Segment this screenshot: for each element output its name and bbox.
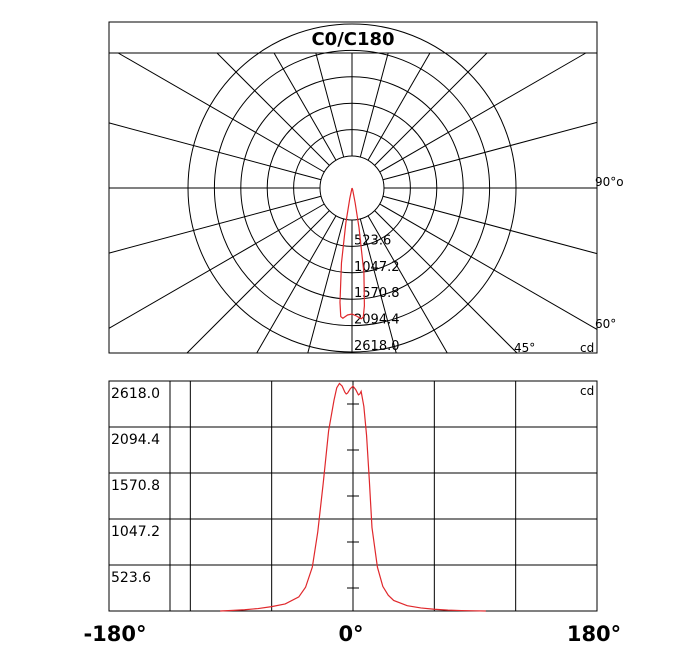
linear-y-tick-label: 1047.2 [111,524,160,540]
polar-intensity-circle [187,23,517,353]
polar-angle-label-90: 90°o [595,175,624,189]
polar-chart-title: C0/C180 [311,29,394,50]
polar-angle-label-60: 60° [595,317,616,331]
polar-intensity-circles [187,23,517,353]
polar-intensity-tick-label: 1047.2 [354,260,400,275]
polar-spoke [186,210,330,354]
linear-y-tick-label: 2094.4 [111,432,160,448]
linear-y-tick-labels: 523.6 1047.2 1570.8 2094.4 2618.0 [111,386,160,586]
linear-center-axis [347,381,359,611]
linear-intensity-curves [220,382,486,612]
polar-intensity-circle [213,49,491,327]
linear-y-tick-label: 523.6 [111,570,151,586]
linear-intensity-curve [220,382,486,612]
polar-spoke [367,52,431,161]
polar-spoke [359,52,389,158]
linear-chart: 523.6 1047.2 1570.8 2094.4 2618.0 cd -180° 0°… [83,380,621,646]
polar-intensity-circle [266,102,438,274]
linear-y-tick-label: 2618.0 [111,386,160,402]
polar-chart: C0/C180 523.6 1047.2 1570.8 2094.4 2618.0 90… [108,21,624,355]
polar-center-circle [319,155,385,221]
polar-spoke [379,52,587,173]
polar-intensity-circle [293,129,411,247]
polar-intensity-tick-label: 2094.4 [354,313,400,328]
linear-unit-label: cd [580,384,594,398]
polar-spoke [108,203,325,329]
polar-spoke [379,203,598,330]
linear-x-tick-label: 0° [338,622,363,646]
polar-spoke [315,52,345,158]
polar-intensity-curves [339,187,365,320]
linear-x-tick-label: -180° [83,622,146,646]
polar-spoke [273,52,337,161]
polar-spoke [382,121,598,181]
linear-x-tick-label: 180° [567,622,621,646]
polar-spoke [382,195,598,255]
polar-unit-label: cd [580,341,594,355]
polar-angle-spokes [108,52,598,354]
polar-angle-label-45: 45° [514,341,535,355]
polar-spoke [108,122,322,181]
polar-spoke [359,218,397,354]
polar-intensity-tick-label: 1570.8 [354,286,400,301]
polar-spoke [117,52,325,173]
linear-x-tick-labels: -180° 0° 180° [83,622,621,646]
polar-spoke [307,218,345,354]
polar-intensity-curve [339,187,365,320]
polar-intensity-tick-labels: 523.6 1047.2 1570.8 2094.4 2618.0 [354,233,400,354]
polar-spoke [108,195,322,254]
linear-y-tick-label: 1570.8 [111,478,160,494]
polar-spoke [374,210,518,354]
polar-intensity-tick-label: 523.6 [354,233,391,248]
polar-intensity-tick-label: 2618.0 [354,339,400,354]
polar-intensity-circle [240,76,464,300]
